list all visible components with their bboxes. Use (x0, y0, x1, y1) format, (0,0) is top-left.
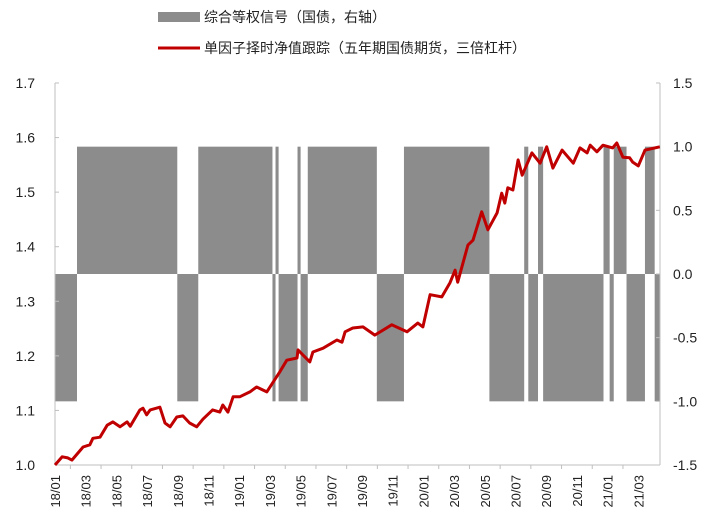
signal-bar (272, 274, 276, 402)
signal-bar (177, 274, 199, 402)
signal-bar (538, 146, 544, 274)
x-tick-label: 18/01 (48, 475, 63, 508)
signal-bar (609, 274, 614, 402)
signal-bar (644, 146, 655, 274)
signal-bar (198, 146, 273, 274)
x-tick-label: 18/03 (79, 475, 94, 508)
legend-swatch-signal (158, 12, 200, 22)
signal-bar (297, 146, 301, 274)
signal-bar (55, 274, 78, 402)
x-tick-label: 19/03 (263, 475, 278, 508)
signal-bar (77, 146, 178, 274)
left-tick-label: 1.5 (16, 184, 36, 200)
x-tick-label: 20/09 (539, 475, 554, 508)
signal-bar (528, 274, 539, 402)
signal-bar (613, 146, 627, 274)
signal-bar (376, 274, 404, 402)
right-tick-label: -1.0 (673, 393, 697, 409)
left-tick-label: 1.6 (16, 130, 36, 146)
nav-line (53, 141, 661, 466)
left-tick-label: 1.2 (16, 348, 36, 364)
x-tick-label: 20/03 (447, 475, 462, 508)
left-tick-label: 1.7 (16, 75, 36, 91)
x-tick-label: 20/11 (570, 475, 585, 507)
signal-area-layer (55, 146, 660, 402)
left-tick-label: 1.1 (16, 402, 36, 418)
x-tick-label: 19/11 (386, 475, 401, 507)
right-tick-label: 1.0 (673, 139, 693, 155)
signal-bar (275, 146, 279, 274)
right-tick-label: -1.5 (673, 457, 697, 473)
legend-label-nav: 单因子择时净值跟踪（五年期国债期货，三倍杠杆） (204, 40, 526, 56)
right-tick-label: -0.5 (673, 330, 697, 346)
signal-bar (403, 146, 490, 274)
signal-bar (524, 146, 529, 274)
signal-bar (307, 146, 377, 274)
x-tick-label: 20/07 (509, 475, 524, 508)
signal-bar (278, 274, 298, 402)
left-tick-label: 1.0 (16, 457, 36, 473)
right-tick-label: 0.5 (673, 202, 693, 218)
x-tick-label: 19/05 (294, 475, 309, 508)
legend: 综合等权信号（国债，右轴） 单因子择时净值跟踪（五年期国债期货，三倍杠杆） (158, 9, 526, 56)
x-tick-label: 20/01 (416, 475, 431, 508)
nav-line-layer (53, 141, 661, 466)
x-tick-label: 19/07 (324, 475, 339, 508)
left-tick-label: 1.3 (16, 293, 36, 309)
legend-label-signal: 综合等权信号（国债，右轴） (204, 9, 386, 25)
signal-bar (300, 274, 308, 402)
signal-bar (603, 146, 610, 274)
x-tick-label: 21/01 (601, 475, 616, 508)
axes: 1.0 1.1 1.2 1.3 1.4 1.5 1.6 1.7 -1.5 -1.0 -0.5 0.0 0… (16, 75, 698, 508)
x-tick-label: 18/05 (109, 475, 124, 508)
x-tick-label: 18/07 (140, 475, 155, 508)
left-tick-label: 1.4 (16, 239, 36, 255)
right-tick-label: 0.0 (673, 266, 693, 282)
x-tick-label: 19/09 (355, 475, 370, 508)
x-tick-label: 18/09 (171, 475, 186, 508)
signal-bar (543, 274, 604, 402)
x-tick-label: 19/01 (232, 475, 247, 508)
x-tick-label: 18/11 (202, 475, 217, 507)
signal-bar (626, 274, 645, 402)
x-tick-label: 20/05 (478, 475, 493, 508)
x-tick-label: 21/03 (631, 475, 646, 508)
right-tick-label: 1.5 (673, 75, 693, 91)
signal-bar (489, 274, 525, 402)
